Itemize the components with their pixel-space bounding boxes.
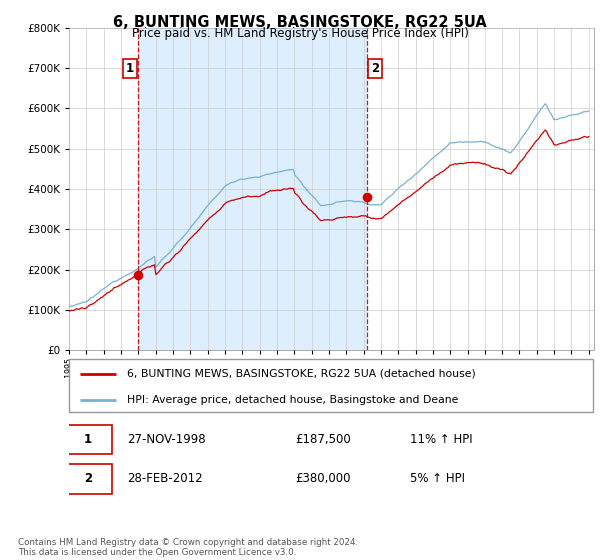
Text: 6, BUNTING MEWS, BASINGSTOKE, RG22 5UA (detached house): 6, BUNTING MEWS, BASINGSTOKE, RG22 5UA (…: [127, 369, 476, 379]
Text: 1: 1: [84, 433, 92, 446]
Text: 2: 2: [84, 472, 92, 486]
Bar: [139, 28, 367, 350]
Point: [362, 193, 371, 202]
FancyBboxPatch shape: [69, 360, 593, 412]
FancyBboxPatch shape: [64, 464, 112, 494]
Text: 28-FEB-2012: 28-FEB-2012: [127, 472, 202, 486]
Text: £187,500: £187,500: [295, 433, 350, 446]
Text: 11% ↑ HPI: 11% ↑ HPI: [410, 433, 473, 446]
Text: 27-NOV-1998: 27-NOV-1998: [127, 433, 205, 446]
Text: Contains HM Land Registry data © Crown copyright and database right 2024.
This d: Contains HM Land Registry data © Crown c…: [18, 538, 358, 557]
Point: [134, 270, 143, 279]
Text: HPI: Average price, detached house, Basingstoke and Deane: HPI: Average price, detached house, Basi…: [127, 395, 458, 404]
Text: 5% ↑ HPI: 5% ↑ HPI: [410, 472, 465, 486]
Text: Price paid vs. HM Land Registry's House Price Index (HPI): Price paid vs. HM Land Registry's House …: [131, 27, 469, 40]
FancyBboxPatch shape: [64, 424, 112, 455]
Text: 6, BUNTING MEWS, BASINGSTOKE, RG22 5UA: 6, BUNTING MEWS, BASINGSTOKE, RG22 5UA: [113, 15, 487, 30]
Text: £380,000: £380,000: [295, 472, 350, 486]
Text: 1: 1: [125, 62, 134, 74]
Text: 2: 2: [371, 62, 379, 74]
